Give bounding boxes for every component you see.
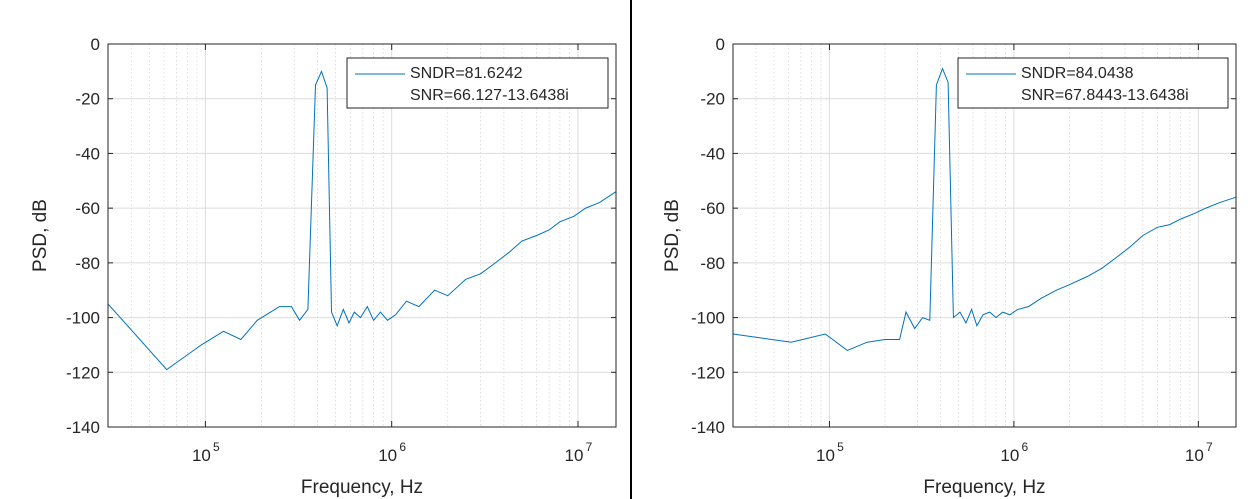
y-tick-label: -40 xyxy=(75,144,100,163)
y-tick-label: 0 xyxy=(91,35,100,54)
psd-series-line xyxy=(107,70,617,371)
y-tick-label: -60 xyxy=(75,199,100,218)
plot-area-frame xyxy=(107,43,617,428)
x-tick-exponent: 5 xyxy=(213,440,220,454)
y-tick-label: -20 xyxy=(75,90,100,109)
x-tick-exponent: 7 xyxy=(586,440,593,454)
x-axis-label: Frequency, Hz xyxy=(923,477,1045,498)
x-tick-exponent: 5 xyxy=(837,440,844,454)
x-axis-label: Frequency, Hz xyxy=(301,477,423,498)
x-tick-exponent: 6 xyxy=(399,440,406,454)
legend-box xyxy=(346,57,609,109)
x-tick-label: 10 xyxy=(192,446,211,465)
y-tick-label: 0 xyxy=(716,35,725,54)
x-tick-label: 10 xyxy=(816,446,835,465)
x-tick-label: 10 xyxy=(378,446,397,465)
x-tick-exponent: 7 xyxy=(1206,440,1213,454)
legend-box xyxy=(957,57,1229,109)
x-tick-label: 10 xyxy=(1000,446,1019,465)
y-tick-label: -60 xyxy=(700,199,725,218)
x-tick-label: 10 xyxy=(1185,446,1204,465)
y-tick-label: -140 xyxy=(66,418,100,437)
y-tick-label: -20 xyxy=(700,90,725,109)
y-tick-label: -120 xyxy=(66,363,100,382)
right-chart-panel: 0 -20 -40 -60 -80 -100 -120 -140 10 5 10 6 10 7 Freque… xyxy=(632,0,1252,499)
x-tick-label: 10 xyxy=(565,446,584,465)
y-axis-label: PSD, dB xyxy=(30,199,51,272)
legend-entry: SNR=66.127-13.6438i xyxy=(410,87,569,104)
x-tick-exponent: 6 xyxy=(1022,440,1029,454)
y-tick-label: -120 xyxy=(691,363,725,382)
left-chart-panel: 0 -20 -40 -60 -80 -100 -120 -140 10 5 10 6 10 7 Freque… xyxy=(30,0,632,499)
y-tick-label: -80 xyxy=(75,254,100,273)
y-tick-label: -100 xyxy=(66,309,100,328)
plot-area-frame xyxy=(732,43,1237,428)
y-tick-label: -100 xyxy=(691,309,725,328)
legend-entry: SNDR=81.6242 xyxy=(410,65,523,82)
y-tick-label: -40 xyxy=(700,144,725,163)
legend-entry: SNDR=84.0438 xyxy=(1021,65,1134,82)
y-tick-label: -140 xyxy=(691,418,725,437)
y-tick-label: -80 xyxy=(700,254,725,273)
y-axis-label: PSD, dB xyxy=(662,199,683,272)
psd-series-line xyxy=(732,67,1237,351)
legend-entry: SNR=67.8443-13.6438i xyxy=(1021,87,1189,104)
